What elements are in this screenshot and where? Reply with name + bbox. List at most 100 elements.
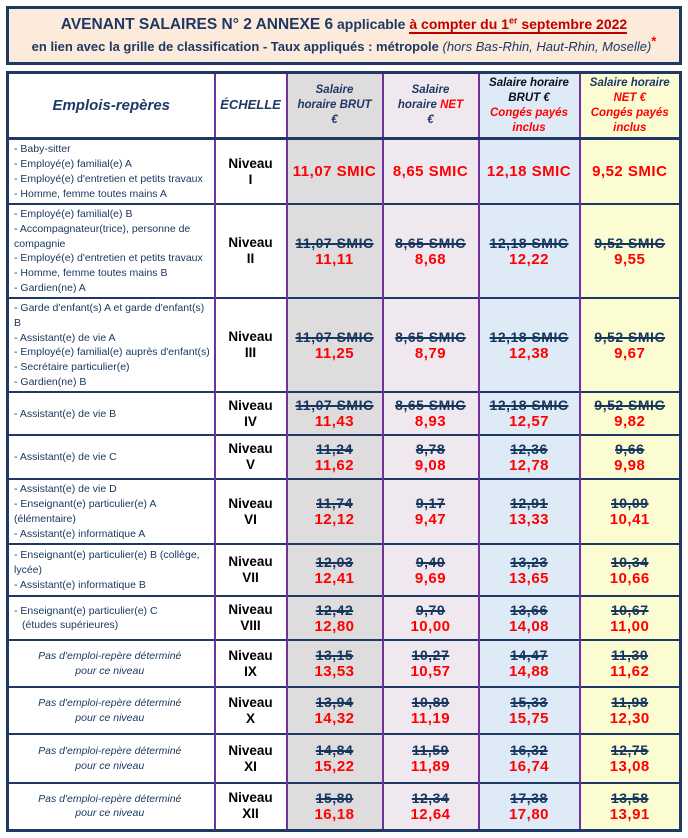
col-header-line: horaire BRUT — [297, 99, 372, 112]
col-header-brut-conges: Salaire horaire BRUT € Congés payés incl… — [477, 72, 580, 139]
old-value: 12,75 — [610, 742, 649, 759]
table-row-niveau-III: - Garde d'enfant(s) A et garde d'enfant(… — [7, 297, 681, 393]
net-cell: 8,65 SMIC 8,79 — [381, 297, 479, 393]
new-value: 9,08 — [414, 456, 447, 474]
old-value: 10,34 — [610, 553, 649, 570]
table-row-niveau-VII: - Enseignant(e) particulier(e) B (collèg… — [7, 543, 681, 597]
col-header-line: Salaire horaire — [489, 76, 569, 89]
jobs-cell: - Baby-sitter - Employé(e) familial(e) A-… — [7, 137, 215, 205]
old-value: 11,98 — [611, 694, 649, 711]
level-cell: Niveau X — [213, 686, 287, 735]
table-row-niveau-II: - Employé(e) familial(e) B- Accompagnate… — [7, 203, 681, 299]
jobs-cell: - Enseignant(e) particulier(e) C (études … — [7, 595, 215, 641]
level-word: Niveau — [228, 647, 273, 663]
job-line: - Assistant(e) informatique A — [14, 527, 146, 540]
new-value: 13,91 — [609, 805, 650, 823]
col-header-emplois: Emplois-repères — [8, 72, 215, 139]
new-value: 9,69 — [414, 569, 447, 587]
old-value: 12,18 SMIC — [489, 397, 569, 414]
old-value: 13,66 — [510, 601, 548, 618]
table-row-niveau-X: Pas d'emploi-repère déterminé pour ce niv… — [7, 686, 681, 735]
old-value: 9,52 SMIC — [594, 328, 666, 345]
new-value: 14,88 — [508, 663, 550, 681]
new-value: 8,65 SMIC — [392, 163, 469, 181]
new-value: 13,65 — [508, 569, 550, 587]
subtitle-text: en lien avec la grille de classification… — [31, 39, 377, 55]
old-value: 13,58 — [610, 789, 649, 806]
level-cell: Niveau IV — [213, 391, 287, 436]
job-line: - Enseignant(e) particulier(e) C — [14, 604, 158, 617]
level-word: Niveau — [228, 602, 273, 618]
net-cell: 8,65 SMIC 8,68 — [381, 203, 479, 299]
table-body: - Baby-sitter - Employé(e) familial(e) A-… — [7, 137, 681, 831]
column-header-row: Emplois-repères ÉCHELLE Salaire horaire … — [8, 72, 681, 139]
net-conges-cell: 10,67 11,00 — [578, 595, 681, 641]
level-word: Niveau — [228, 554, 273, 570]
old-value: 11,59 — [412, 742, 449, 759]
net-cell: 9,40 9,69 — [381, 543, 479, 597]
subtitle-bold: métropole — [376, 39, 439, 55]
old-value: 8,65 SMIC — [395, 234, 466, 251]
title-date: à compter du 1er septembre 2022 — [409, 15, 628, 34]
jobs-cell: - Assistant(e) de vie C — [7, 434, 215, 480]
new-value: 10,66 — [609, 569, 650, 587]
level-numeral: IX — [244, 663, 257, 679]
old-value: 8,65 SMIC — [395, 328, 466, 345]
job-line: - Secrétaire particulier(e) — [14, 361, 130, 374]
level-word: Niveau — [228, 235, 273, 251]
table-row-niveau-XII: Pas d'emploi-repère déterminé pour ce niv… — [7, 782, 681, 831]
col-header-line: Congés payés — [490, 106, 568, 119]
level-numeral: I — [248, 171, 253, 187]
level-cell: Niveau XI — [213, 733, 287, 784]
col-header-line: € — [331, 114, 338, 127]
old-value: 10,89 — [411, 694, 450, 711]
net-conges-cell: 13,58 13,91 — [578, 782, 681, 831]
new-value: 8,93 — [414, 413, 447, 431]
old-value: 12,91 — [510, 495, 548, 512]
new-value: 12,57 — [508, 413, 550, 431]
level-cell: Niveau VI — [213, 478, 287, 545]
net-conges-cell: 12,75 13,08 — [578, 733, 681, 784]
new-value: 15,22 — [314, 758, 355, 776]
old-value: 15,80 — [315, 789, 354, 806]
net-conges-cell: 10,09 10,41 — [578, 478, 681, 545]
new-value: 12,41 — [314, 569, 355, 587]
new-value: 13,08 — [609, 758, 650, 776]
title-line-2: en lien avec la grille de classification… — [11, 35, 677, 55]
brut-conges-cell: 16,32 16,74 — [477, 733, 580, 784]
old-value: 12,34 — [411, 789, 450, 806]
old-value: 10,27 — [411, 647, 450, 664]
old-value: 9,40 — [415, 553, 446, 570]
brut-conges-cell: 17,38 17,80 — [477, 782, 580, 831]
level-word: Niveau — [228, 397, 273, 413]
new-value: 12,30 — [609, 710, 650, 728]
jobs-cell: Pas d'emploi-repère déterminé pour ce niv… — [7, 639, 215, 688]
table-row-niveau-VI: - Assistant(e) de vie D - Enseignant(e) p… — [7, 478, 681, 545]
new-value: 17,80 — [508, 805, 550, 823]
jobs-cell: - Employé(e) familial(e) B- Accompagnate… — [7, 203, 215, 299]
job-line: - Accompagnateur(trice), personne de com… — [14, 222, 191, 250]
old-value: 17,38 — [510, 789, 548, 806]
col-header-label: Emplois-repères — [52, 96, 171, 114]
new-value: 9,98 — [614, 456, 646, 474]
net-conges-cell: 9,52 SMIC 9,55 — [578, 203, 681, 299]
level-word: Niveau — [228, 441, 273, 457]
old-value: 12,18 SMIC — [489, 234, 569, 251]
jobs-cell: - Enseignant(e) particulier(e) B (collèg… — [7, 543, 215, 597]
salary-table: Emplois-repères ÉCHELLE Salaire horaire … — [6, 70, 682, 832]
new-value: 14,32 — [314, 710, 355, 728]
net-conges-cell: 9,66 9,98 — [578, 434, 681, 480]
net-conges-cell: 10,34 10,66 — [578, 543, 681, 597]
brut-conges-cell: 13,66 14,08 — [477, 595, 580, 641]
old-value: 16,32 — [510, 742, 548, 759]
jobs-cell: - Assistant(e) de vie B — [7, 391, 215, 436]
job-line: - Employé(e) familial(e) A — [14, 158, 132, 171]
level-word: Niveau — [228, 742, 273, 758]
net-conges-cell: 9,52 SMIC 9,82 — [578, 391, 681, 436]
new-value: 12,80 — [314, 617, 355, 635]
new-value: 10,00 — [410, 617, 451, 635]
col-header-line: Salaire horaire — [589, 76, 670, 89]
old-value: 14,47 — [510, 647, 548, 664]
new-value: 12,78 — [508, 456, 550, 474]
table-row-niveau-IV: - Assistant(e) de vie B Niveau IV 11,07 SMI… — [7, 391, 681, 436]
